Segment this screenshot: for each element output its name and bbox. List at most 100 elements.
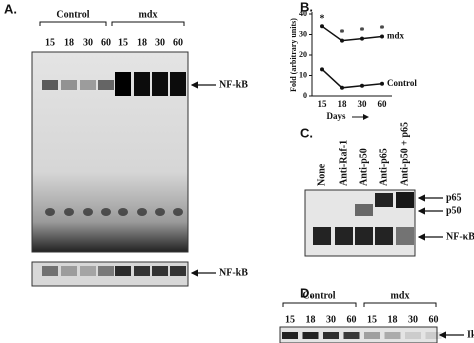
lane-label: 15 <box>367 314 377 325</box>
x-tick-label: 30 <box>358 99 368 109</box>
lane-label: None <box>316 163 327 186</box>
gel-band <box>98 266 114 276</box>
gel-band <box>335 227 353 245</box>
gel-band <box>170 266 186 276</box>
gel-band <box>42 80 58 90</box>
gel-band <box>152 266 168 276</box>
gel-band <box>115 266 131 276</box>
panel-label: B. <box>300 0 313 14</box>
gel-band <box>355 227 373 245</box>
lane-label: 30 <box>408 314 418 325</box>
gel-spot <box>173 208 183 216</box>
gel-band <box>42 266 58 276</box>
gel-band <box>323 332 339 339</box>
y-tick-label: 0 <box>303 91 307 100</box>
group-label: Control <box>56 9 89 20</box>
gel-band <box>134 72 150 96</box>
group-label: Control <box>302 290 335 301</box>
lane-label: 30 <box>326 314 336 325</box>
x-tick-label: 18 <box>338 99 348 109</box>
gel-band <box>384 332 401 339</box>
gel-band <box>61 80 77 90</box>
y-axis-title: Fold (arbitrary units) <box>289 18 298 92</box>
bracket <box>363 302 437 307</box>
lane-label: 30 <box>83 37 93 48</box>
band-label: p65 <box>446 192 462 203</box>
group-label: mdx <box>139 9 158 20</box>
point <box>340 85 344 90</box>
lane-label: 18 <box>306 314 316 325</box>
gel-spot <box>64 208 74 216</box>
annotation: * <box>320 14 325 25</box>
gel-band <box>355 204 373 216</box>
gel-spot <box>137 208 147 216</box>
point <box>340 38 344 43</box>
x-axis-title: Days <box>326 111 345 121</box>
lane-label: 60 <box>173 37 183 48</box>
y-tick-label: 10 <box>299 70 307 79</box>
band-label: IkBα <box>467 329 474 340</box>
band-label: NF-kB <box>219 267 248 278</box>
point <box>360 83 364 88</box>
x-tick-label: 60 <box>378 99 388 109</box>
point <box>380 34 384 39</box>
annotation: * <box>380 24 385 35</box>
panel-label: D. <box>300 285 313 300</box>
lane-label: 60 <box>347 314 357 325</box>
y-tick-label: 20 <box>299 50 307 59</box>
band-label: NF-κB <box>446 231 474 242</box>
series-label: mdx <box>387 31 405 41</box>
gel-band <box>282 332 298 339</box>
lane-label: 18 <box>137 37 147 48</box>
annotation: * <box>360 26 365 37</box>
lane-label: Anti-p65 <box>378 148 389 186</box>
gel-band <box>61 266 77 276</box>
group-label: mdx <box>391 290 410 301</box>
y-tick-label: 40 <box>299 9 307 18</box>
gel-spot <box>83 208 93 216</box>
lane-label: 60 <box>429 314 439 325</box>
gel-band <box>313 227 331 245</box>
lane-label: 15 <box>118 37 128 48</box>
point <box>320 67 324 72</box>
gel-band <box>375 193 393 207</box>
lane-label: Anti-p50 <box>358 148 369 186</box>
gel-spot <box>101 208 111 216</box>
gel-band <box>80 266 96 276</box>
gel-band <box>396 192 414 208</box>
bracket <box>39 21 107 26</box>
lane-label: 15 <box>45 37 55 48</box>
gel-band <box>375 227 393 245</box>
gel-band <box>170 72 186 96</box>
series-line <box>321 25 383 42</box>
band-label: p50 <box>446 205 462 216</box>
gel-spot <box>118 208 128 216</box>
gel-band <box>396 227 414 245</box>
gel-band <box>425 332 442 339</box>
lane-label: 18 <box>388 314 398 325</box>
lane-label: 18 <box>64 37 74 48</box>
y-tick-label: 30 <box>299 29 307 38</box>
point <box>360 36 364 41</box>
bracket <box>111 21 185 26</box>
gel-band <box>115 72 131 96</box>
gel-spot <box>155 208 165 216</box>
series-line <box>321 68 383 89</box>
annotation: * <box>340 28 345 39</box>
panel-label: A. <box>4 1 17 16</box>
gel-band <box>343 332 360 339</box>
lane-label: 60 <box>101 37 111 48</box>
lane-label: Anti-Raf-1 <box>338 140 349 186</box>
gel-band <box>80 80 96 90</box>
series-label: Control <box>387 78 417 88</box>
x-tick-label: 15 <box>318 99 328 109</box>
bracket <box>282 302 357 307</box>
point <box>380 81 384 86</box>
gel-band <box>152 72 168 96</box>
lane-label: 30 <box>155 37 165 48</box>
gel-band <box>364 332 380 339</box>
lane-label: Anti-p50 + p65 <box>399 122 410 186</box>
gel-band <box>405 332 421 339</box>
gel-band <box>134 266 150 276</box>
